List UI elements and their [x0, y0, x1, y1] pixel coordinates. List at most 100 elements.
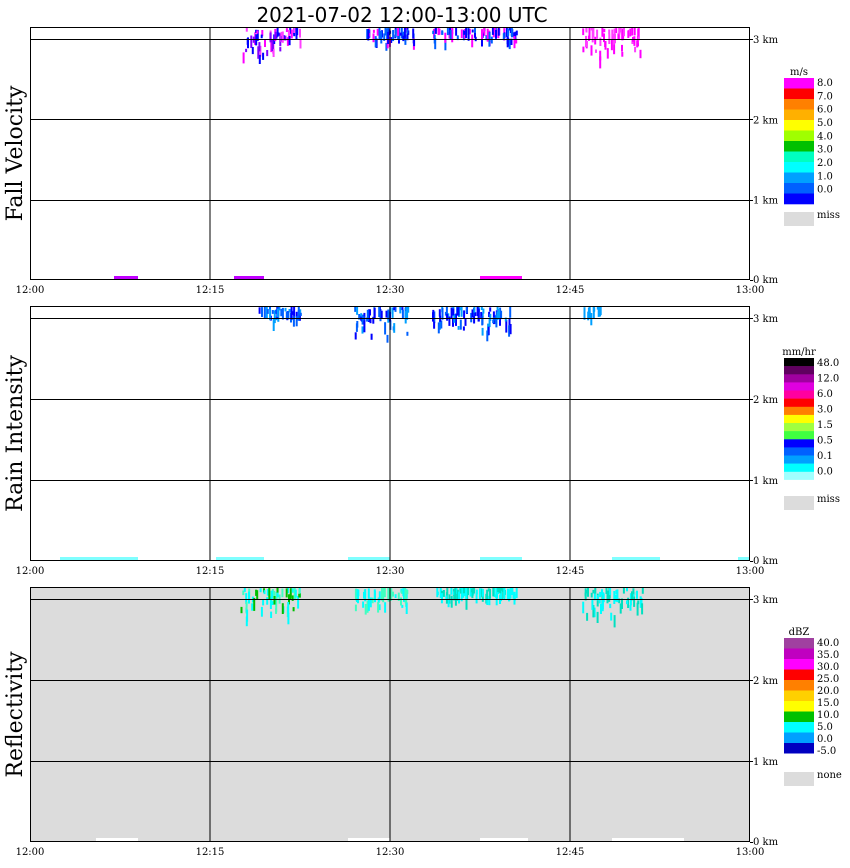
colorbar-swatch: [784, 374, 814, 383]
echo-cell: [497, 27, 500, 36]
echo-cell: [609, 603, 612, 609]
echo-cell: [274, 31, 277, 40]
echo-cell: [596, 595, 599, 601]
colorbar-miss-swatch: [784, 496, 814, 510]
colorbar-swatch: [784, 120, 814, 131]
echo-cell: [465, 587, 468, 600]
echo-cell: [506, 35, 509, 48]
echo-cell: [618, 29, 621, 35]
echo-cell: [509, 324, 512, 335]
echo-cell: [291, 588, 294, 593]
colorbar-swatch: [784, 471, 814, 481]
echo-cell: [382, 590, 385, 603]
echo-cell: [261, 307, 263, 317]
echo-cell: [385, 310, 388, 318]
echo-cell: [515, 587, 518, 599]
echo-cell: [247, 37, 249, 49]
echo-cell: [262, 52, 265, 60]
echo-cell: [406, 309, 409, 320]
colorbar-label: 7.0: [817, 91, 833, 102]
echo-cell: [468, 28, 471, 35]
echo-cell: [286, 37, 289, 46]
echo-cell: [507, 29, 509, 37]
echo-cell: [376, 28, 379, 36]
echo-cell: [384, 322, 387, 335]
surface-echo: [612, 557, 660, 560]
echo-cell: [616, 589, 619, 603]
echo-cell: [636, 590, 638, 599]
colorbar-label: 15.0: [817, 698, 839, 709]
echo-cell: [508, 38, 511, 50]
colorbar-swatch: [784, 455, 814, 464]
echo-cell: [508, 589, 510, 602]
echo-cell: [293, 27, 296, 33]
colorbar-label: 6.0: [817, 105, 833, 116]
echo-cell: [291, 595, 294, 601]
echo-cell: [258, 42, 261, 52]
echo-cell: [378, 604, 381, 611]
echo-cell: [292, 316, 295, 327]
echo-cell: [475, 589, 478, 595]
echo-cell: [508, 318, 511, 326]
echo-cell: [264, 39, 266, 47]
echo-cell: [458, 306, 460, 316]
colorbar-unit: m/s: [790, 67, 808, 78]
echo-cell: [401, 307, 404, 311]
echo-cell: [485, 35, 488, 41]
x-tick-label: 12:00: [16, 285, 45, 296]
colorbar-swatch: [784, 99, 814, 110]
echo-cell: [404, 311, 407, 324]
colorbar-swatch: [784, 183, 814, 194]
colorbar-swatch: [784, 141, 814, 152]
echo-cell: [289, 594, 292, 600]
surface-echo: [480, 838, 528, 841]
echo-cell: [394, 306, 397, 312]
echo-cell: [631, 27, 634, 36]
echo-cell: [455, 589, 458, 594]
echo-cell: [599, 306, 602, 312]
echo-cell: [629, 28, 632, 37]
echo-cell: [608, 33, 611, 44]
echo-cell: [450, 587, 453, 595]
echo-cell: [271, 39, 274, 50]
echo-cell: [398, 27, 401, 41]
colorbar-unit: mm/hr: [782, 347, 816, 358]
echo-cluster: [583, 306, 602, 326]
echo-cell: [493, 587, 496, 598]
y-tick-label: 2 km: [753, 676, 779, 687]
echo-cell: [437, 322, 440, 334]
echo-cell: [262, 599, 265, 606]
y-tick-label: 1 km: [753, 757, 779, 768]
panel-fall-velocity: 0 km 1 km 2 km 3 km 12:00 12:15 12:30 12:45 13:0…: [3, 27, 840, 296]
echo-cell: [367, 29, 370, 41]
echo-cell: [482, 308, 485, 314]
echo-cell: [505, 319, 508, 333]
echo-cell: [621, 598, 623, 609]
colorbar-swatch: [784, 358, 814, 367]
echo-cell: [621, 51, 624, 57]
echo-cell: [361, 326, 364, 334]
echo-cell: [474, 27, 476, 34]
x-tick-label: 12:30: [376, 566, 405, 577]
colorbar-swatch: [784, 701, 814, 712]
echo-cell: [266, 597, 269, 605]
echo-cell: [459, 588, 462, 594]
colorbar-swatch: [784, 172, 814, 184]
echo-cell: [508, 325, 511, 337]
echo-cell: [513, 32, 516, 38]
y-tick-label: 2 km: [753, 395, 779, 406]
echo-cell: [253, 597, 256, 611]
echo-cell: [513, 36, 516, 49]
colorbar-label: 5.0: [817, 118, 833, 129]
echo-cell: [378, 27, 381, 40]
echo-cell: [515, 38, 518, 44]
echo-cell: [622, 587, 625, 594]
echo-cell: [390, 588, 393, 599]
echo-cell: [481, 316, 484, 325]
echo-cell: [401, 604, 404, 608]
echo-cell: [367, 588, 370, 599]
echo-cell: [463, 30, 466, 35]
echo-cell: [298, 314, 301, 321]
echo-cell: [363, 591, 365, 599]
echo-cell: [401, 309, 404, 319]
